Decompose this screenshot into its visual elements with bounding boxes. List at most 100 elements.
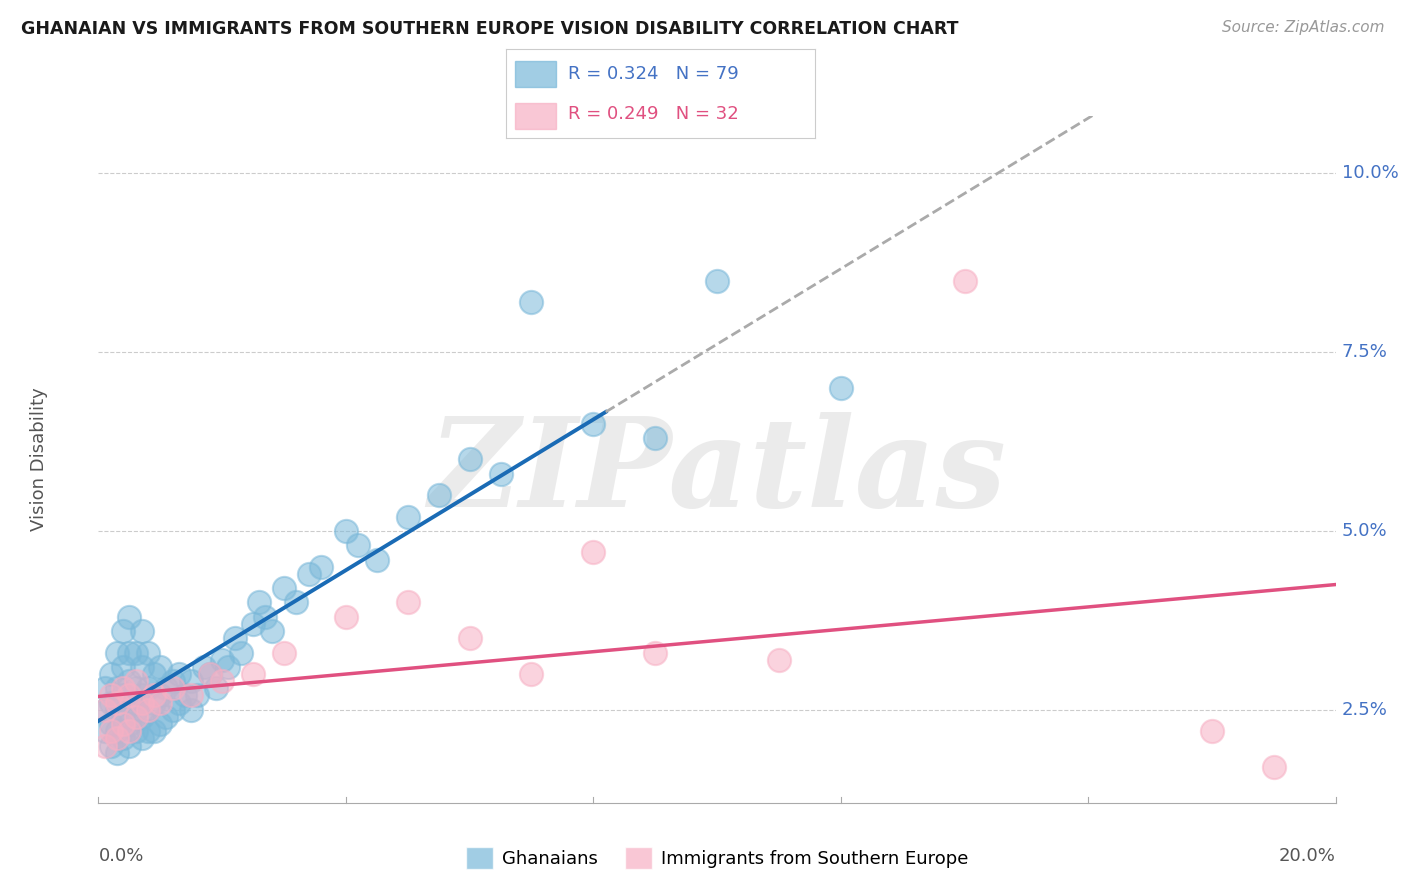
Point: [100, 739, 122, 753]
Point: [582, 545, 605, 559]
Point: [149, 696, 172, 710]
Point: [112, 624, 135, 639]
Point: [118, 717, 141, 731]
Point: [458, 632, 481, 646]
Point: [143, 689, 166, 703]
Point: [458, 452, 481, 467]
Point: [93, 703, 115, 717]
Text: R = 0.249   N = 32: R = 0.249 N = 32: [568, 105, 738, 123]
Point: [100, 717, 122, 731]
Point: [149, 717, 172, 731]
Point: [768, 653, 790, 667]
Point: [105, 746, 128, 760]
Point: [260, 624, 283, 639]
Point: [254, 609, 277, 624]
Point: [335, 609, 357, 624]
Point: [167, 667, 190, 681]
Point: [100, 667, 122, 681]
Point: [100, 689, 122, 703]
Point: [396, 595, 419, 609]
Point: [131, 689, 153, 703]
Point: [309, 559, 332, 574]
Point: [198, 667, 221, 681]
Point: [180, 703, 202, 717]
Point: [124, 710, 146, 724]
Text: Vision Disability: Vision Disability: [30, 387, 48, 532]
Point: [489, 467, 512, 481]
Point: [112, 717, 135, 731]
Point: [136, 681, 159, 696]
Point: [131, 731, 153, 746]
Point: [105, 703, 128, 717]
Point: [167, 696, 190, 710]
Point: [186, 689, 208, 703]
Legend: Ghanaians, Immigrants from Southern Europe: Ghanaians, Immigrants from Southern Euro…: [458, 839, 976, 876]
Point: [285, 595, 308, 609]
Point: [112, 681, 135, 696]
Point: [136, 724, 159, 739]
Point: [149, 660, 172, 674]
Point: [193, 660, 215, 674]
Point: [520, 295, 543, 310]
Point: [273, 646, 295, 660]
Point: [136, 703, 159, 717]
Point: [211, 653, 233, 667]
Point: [155, 710, 177, 724]
Point: [162, 674, 184, 689]
Text: 0.0%: 0.0%: [98, 847, 143, 865]
Point: [100, 724, 122, 739]
Point: [174, 689, 197, 703]
Point: [143, 724, 166, 739]
Point: [112, 710, 135, 724]
Point: [112, 660, 135, 674]
Text: 7.5%: 7.5%: [1341, 343, 1388, 361]
Text: Source: ZipAtlas.com: Source: ZipAtlas.com: [1222, 20, 1385, 35]
Point: [143, 696, 166, 710]
Bar: [516, 103, 555, 129]
Point: [105, 681, 128, 696]
Point: [118, 724, 141, 739]
Point: [112, 689, 135, 703]
Point: [118, 646, 141, 660]
Point: [582, 417, 605, 431]
Point: [224, 632, 246, 646]
Point: [427, 488, 450, 502]
Text: ZIPatlas: ZIPatlas: [427, 412, 1007, 534]
Point: [298, 566, 321, 581]
Point: [1201, 724, 1223, 739]
Point: [93, 724, 115, 739]
Point: [131, 696, 153, 710]
Point: [162, 681, 184, 696]
Point: [155, 681, 177, 696]
Text: GHANAIAN VS IMMIGRANTS FROM SOUTHERN EUROPE VISION DISABILITY CORRELATION CHART: GHANAIAN VS IMMIGRANTS FROM SOUTHERN EUR…: [21, 20, 959, 37]
Point: [229, 646, 252, 660]
Point: [217, 660, 239, 674]
Point: [131, 660, 153, 674]
Point: [211, 674, 233, 689]
Point: [118, 696, 141, 710]
Point: [124, 703, 146, 717]
Text: R = 0.324   N = 79: R = 0.324 N = 79: [568, 65, 738, 83]
Point: [953, 273, 976, 287]
Point: [520, 667, 543, 681]
Point: [205, 681, 228, 696]
Text: 5.0%: 5.0%: [1341, 522, 1388, 540]
Point: [644, 431, 666, 445]
Point: [644, 646, 666, 660]
Point: [118, 609, 141, 624]
Point: [830, 381, 852, 395]
Point: [105, 724, 128, 739]
Point: [93, 703, 115, 717]
Point: [118, 689, 141, 703]
Point: [273, 581, 295, 595]
Point: [180, 689, 202, 703]
Point: [347, 538, 370, 552]
Text: 2.5%: 2.5%: [1341, 701, 1388, 719]
Point: [706, 273, 728, 287]
Point: [105, 646, 128, 660]
Point: [162, 703, 184, 717]
Point: [242, 667, 264, 681]
Point: [136, 703, 159, 717]
Point: [131, 710, 153, 724]
Point: [180, 674, 202, 689]
